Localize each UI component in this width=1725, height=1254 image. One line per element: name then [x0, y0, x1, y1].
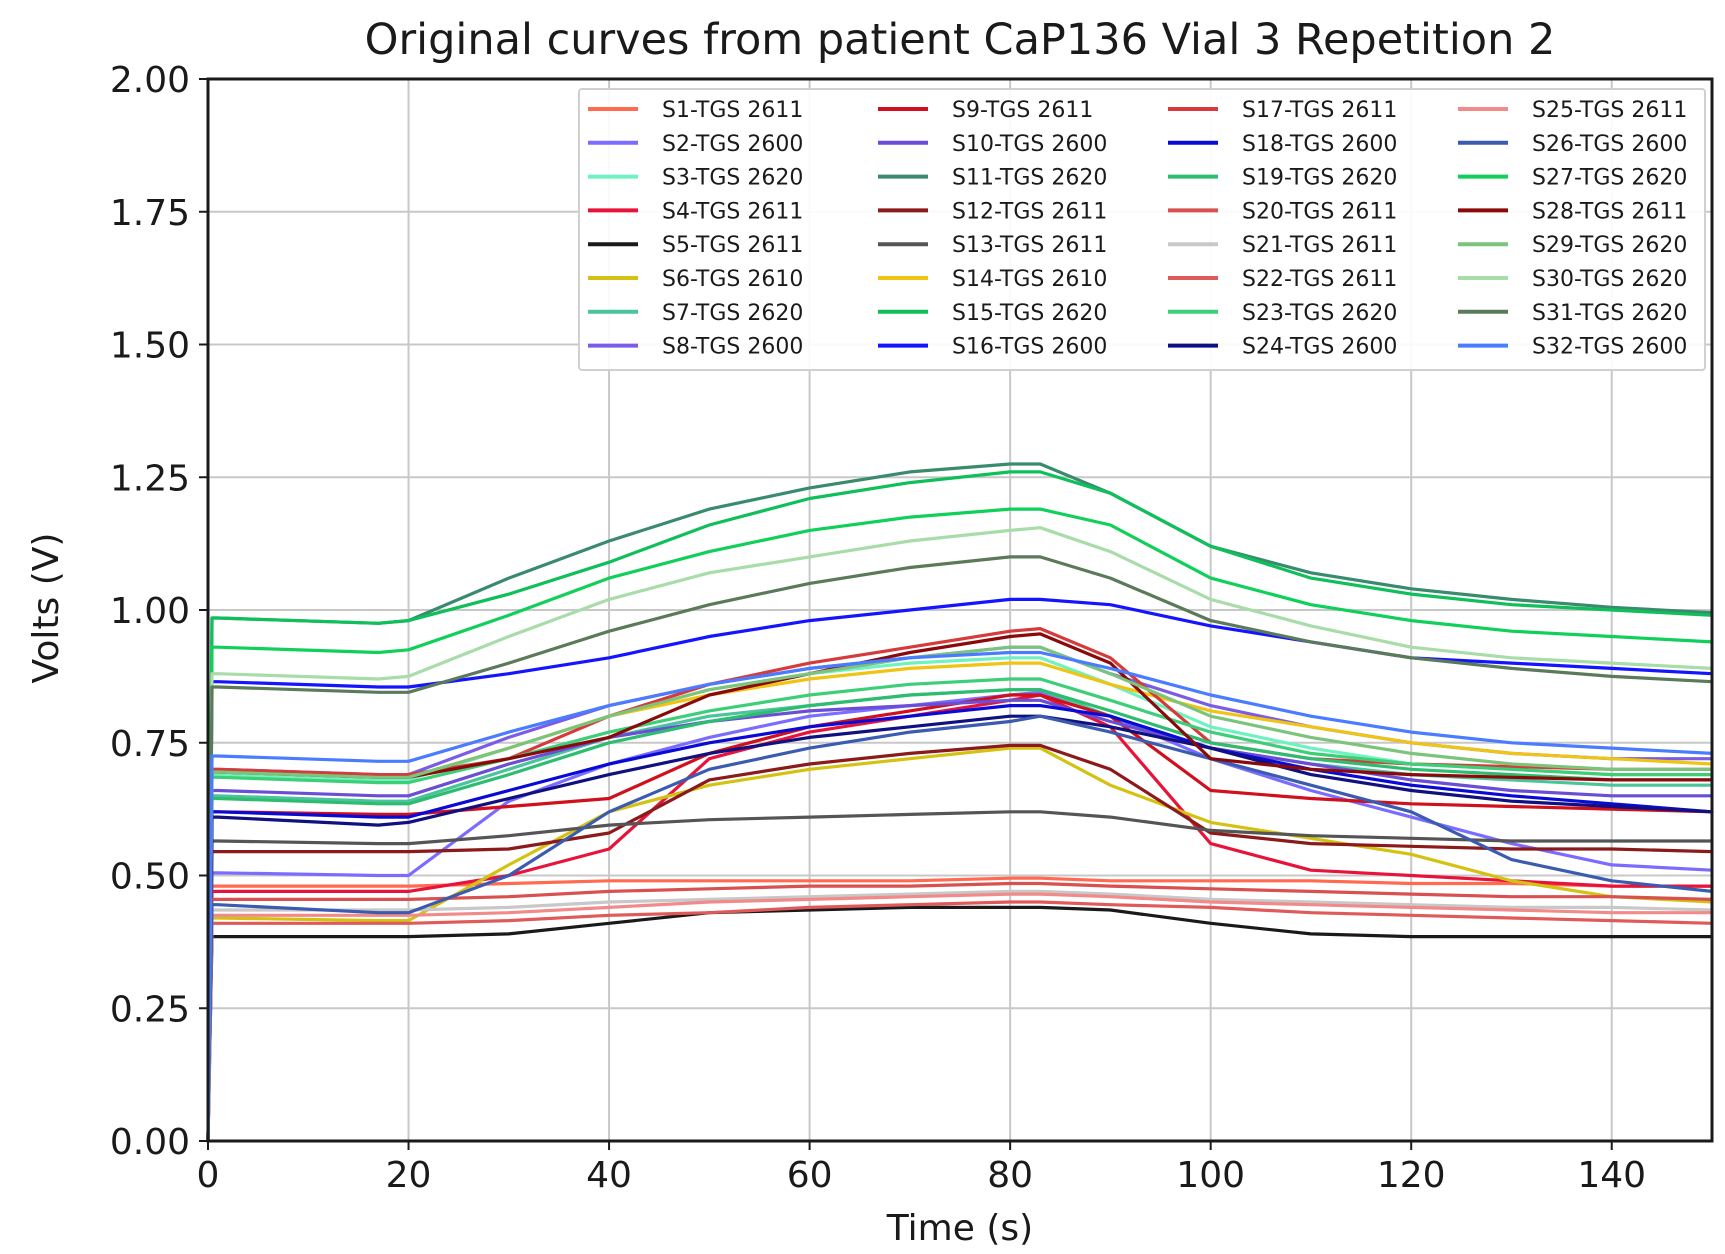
y-tick-label: 0.00: [110, 1122, 190, 1163]
series-line-19: [206, 688, 1714, 1143]
legend-entry-label: S15-TGS 2620: [952, 301, 1107, 326]
legend-entry-label: S1-TGS 2611: [662, 98, 803, 123]
legend-entry-label: S3-TGS 2620: [662, 166, 803, 191]
legend-entry-label: S29-TGS 2620: [1532, 233, 1687, 258]
y-axis: 0.00 0.25 0.50 0.75 1.00 1.25 1.50 1.75 2.00: [110, 60, 208, 1163]
series-line-23: [206, 677, 1714, 1143]
x-tick-label: 20: [386, 1155, 432, 1196]
series-line-24: [206, 714, 1714, 1143]
legend-entry-label: S13-TGS 2611: [952, 233, 1107, 258]
x-tick-label: 60: [787, 1155, 833, 1196]
y-tick-label: 0.25: [110, 989, 190, 1030]
legend-entry-label: S9-TGS 2611: [952, 98, 1093, 123]
series-layer: [206, 462, 1714, 1143]
x-tick-label: 0: [197, 1155, 220, 1196]
series-line-21: [206, 889, 1714, 1143]
y-tick-label: 0.50: [110, 857, 190, 898]
legend-entry-label: S32-TGS 2600: [1532, 335, 1687, 360]
x-tick-label: 120: [1377, 1155, 1446, 1196]
series-line-1: [206, 876, 1714, 1143]
series-line-12: [206, 743, 1714, 1143]
legend-entry-label: S28-TGS 2611: [1532, 199, 1687, 224]
legend-entry-label: S24-TGS 2600: [1242, 335, 1397, 360]
y-tick-label: 2.00: [110, 60, 190, 101]
legend-entry-label: S7-TGS 2620: [662, 301, 803, 326]
legend-entry-label: S26-TGS 2600: [1532, 132, 1687, 157]
legend-entry-label: S6-TGS 2610: [662, 267, 803, 292]
y-tick-label: 0.75: [110, 724, 190, 765]
legend-entry-label: S8-TGS 2600: [662, 335, 803, 360]
x-tick-label: 140: [1577, 1155, 1646, 1196]
legend-entry-label: S16-TGS 2600: [952, 335, 1107, 360]
series-line-5: [206, 905, 1714, 1143]
y-tick-label: 1.75: [110, 193, 190, 234]
x-tick-label: 80: [987, 1155, 1033, 1196]
legend-entry-label: S20-TGS 2611: [1242, 199, 1397, 224]
x-tick-label: 100: [1176, 1155, 1245, 1196]
series-line-31: [206, 555, 1714, 1143]
x-tick-label: 40: [586, 1155, 632, 1196]
legend-entry-label: S5-TGS 2611: [662, 233, 803, 258]
series-line-15: [206, 470, 1714, 1143]
series-line-22: [206, 900, 1714, 1143]
legend-entry-label: S4-TGS 2611: [662, 199, 803, 224]
legend-entry-label: S25-TGS 2611: [1532, 98, 1687, 123]
series-line-9: [206, 693, 1714, 1143]
series-line-18: [206, 704, 1714, 1143]
legend-entry-label: S30-TGS 2620: [1532, 267, 1687, 292]
series-line-10: [206, 698, 1714, 1143]
series-line-32: [206, 650, 1714, 1143]
legend-entry-label: S19-TGS 2620: [1242, 166, 1397, 191]
y-axis-label: Volts (V): [26, 533, 67, 684]
legend-entry-label: S31-TGS 2620: [1532, 301, 1687, 326]
legend-entry-label: S23-TGS 2620: [1242, 301, 1397, 326]
legend-entry-label: S2-TGS 2600: [662, 132, 803, 157]
series-line-6: [206, 746, 1714, 1143]
series-line-25: [206, 892, 1714, 1143]
legend-entry-label: S17-TGS 2611: [1242, 98, 1397, 123]
x-axis: 0 20 40 60 80 100 120 140: [197, 1141, 1646, 1196]
legend-entry-label: S21-TGS 2611: [1242, 233, 1397, 258]
legend-box: [578, 88, 1706, 371]
y-tick-label: 1.25: [110, 458, 190, 499]
chart-title: Original curves from patient CaP136 Vial…: [365, 15, 1556, 65]
y-tick-label: 1.50: [110, 326, 190, 367]
series-line-30: [206, 526, 1714, 1143]
legend-entry-label: S18-TGS 2600: [1242, 132, 1397, 157]
series-line-20: [206, 881, 1714, 1143]
legend-entry-label: S22-TGS 2611: [1242, 267, 1397, 292]
legend-entry-label: S12-TGS 2611: [952, 199, 1107, 224]
x-axis-label: Time (s): [886, 1208, 1033, 1249]
series-line-27: [206, 507, 1714, 1143]
legend-entry-label: S11-TGS 2620: [952, 166, 1107, 191]
legend: S1-TGS 2611 S2-TGS 2600 S3-TGS 2620 S4-TGS …: [578, 88, 1706, 371]
series-line-26: [206, 714, 1714, 1143]
legend-entry-label: S14-TGS 2610: [952, 267, 1107, 292]
y-tick-label: 1.00: [110, 591, 190, 632]
series-line-13: [206, 810, 1714, 1143]
legend-entry-label: S27-TGS 2620: [1532, 166, 1687, 191]
legend-entry-label: S10-TGS 2600: [952, 132, 1107, 157]
